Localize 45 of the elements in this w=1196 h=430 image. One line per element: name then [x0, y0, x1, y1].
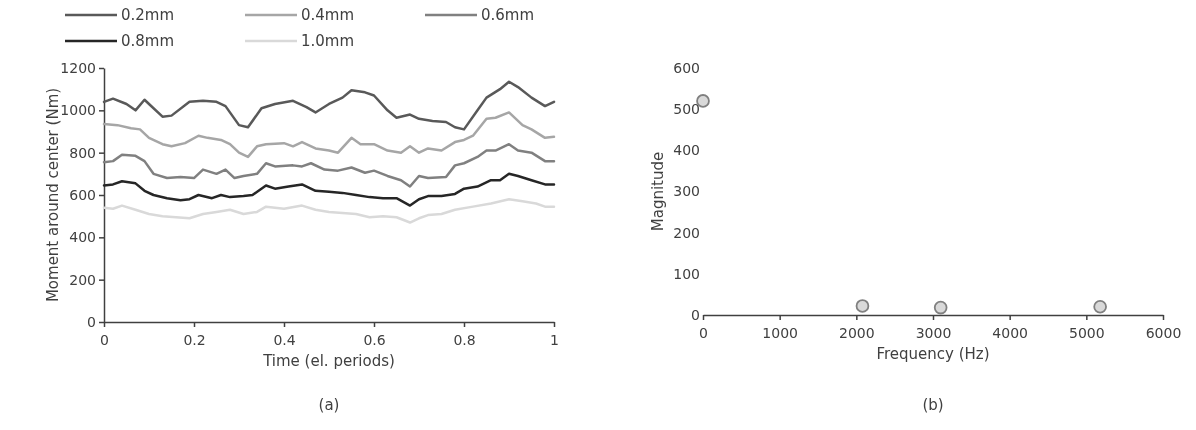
line-series [102, 80, 556, 131]
point [855, 299, 870, 313]
legend-label: 0.2mm [121, 6, 175, 24]
x-tick-label: 3000 [915, 325, 952, 342]
line-series [102, 111, 556, 159]
y-tick-label: 200 [69, 271, 96, 288]
y-tick-label: 400 [673, 142, 700, 159]
legend-label: 0.4mm [301, 6, 355, 24]
legend-label: 0.8mm [121, 32, 175, 50]
line-series [102, 142, 556, 188]
y-tick-label: 1000 [60, 102, 96, 119]
x-axis-title: Time (el. periods) [262, 352, 395, 370]
y-tick-label: 100 [673, 265, 700, 282]
x-tick-label: 5000 [1069, 325, 1105, 342]
line-series [102, 197, 556, 224]
y-tick-label: 500 [673, 101, 700, 118]
legend-label: 0.6mm [481, 6, 535, 24]
x-tick-label: 4000 [992, 325, 1028, 342]
y-tick-label: 0 [87, 313, 96, 330]
y-tick-label: 600 [673, 59, 700, 76]
y-axis-title: Magnitude [649, 151, 667, 232]
x-tick-label: 0.6 [363, 332, 386, 349]
line-series [102, 172, 556, 207]
y-tick-label: 200 [673, 224, 700, 241]
x-tick-label: 0.8 [453, 332, 476, 349]
x-tick-label: 0.4 [273, 332, 296, 349]
text: (a) [318, 396, 340, 414]
y-tick-label: 300 [673, 183, 700, 200]
x-tick-label: 1000 [762, 325, 798, 342]
y-tick-label: 600 [69, 186, 96, 203]
y-tick-label: 0 [691, 306, 700, 323]
y-tick-label: 1200 [60, 59, 96, 76]
y-axis-title: Moment around center (Nm) [44, 87, 62, 303]
x-tick-label: 0 [100, 332, 109, 349]
y-tick-label: 400 [69, 229, 96, 246]
point [933, 300, 948, 315]
x-tick-label: 6000 [1145, 325, 1182, 342]
x-tick-label: 2000 [839, 325, 875, 342]
x-axis-title: Frequency (Hz) [876, 345, 990, 363]
legend-label: 1.0mm [301, 32, 355, 50]
text: (b) [922, 396, 944, 414]
point [1093, 299, 1107, 314]
y-tick-label: 800 [69, 144, 96, 161]
x-tick-label: 1 [550, 332, 559, 349]
x-tick-label: 0.2 [183, 332, 206, 349]
